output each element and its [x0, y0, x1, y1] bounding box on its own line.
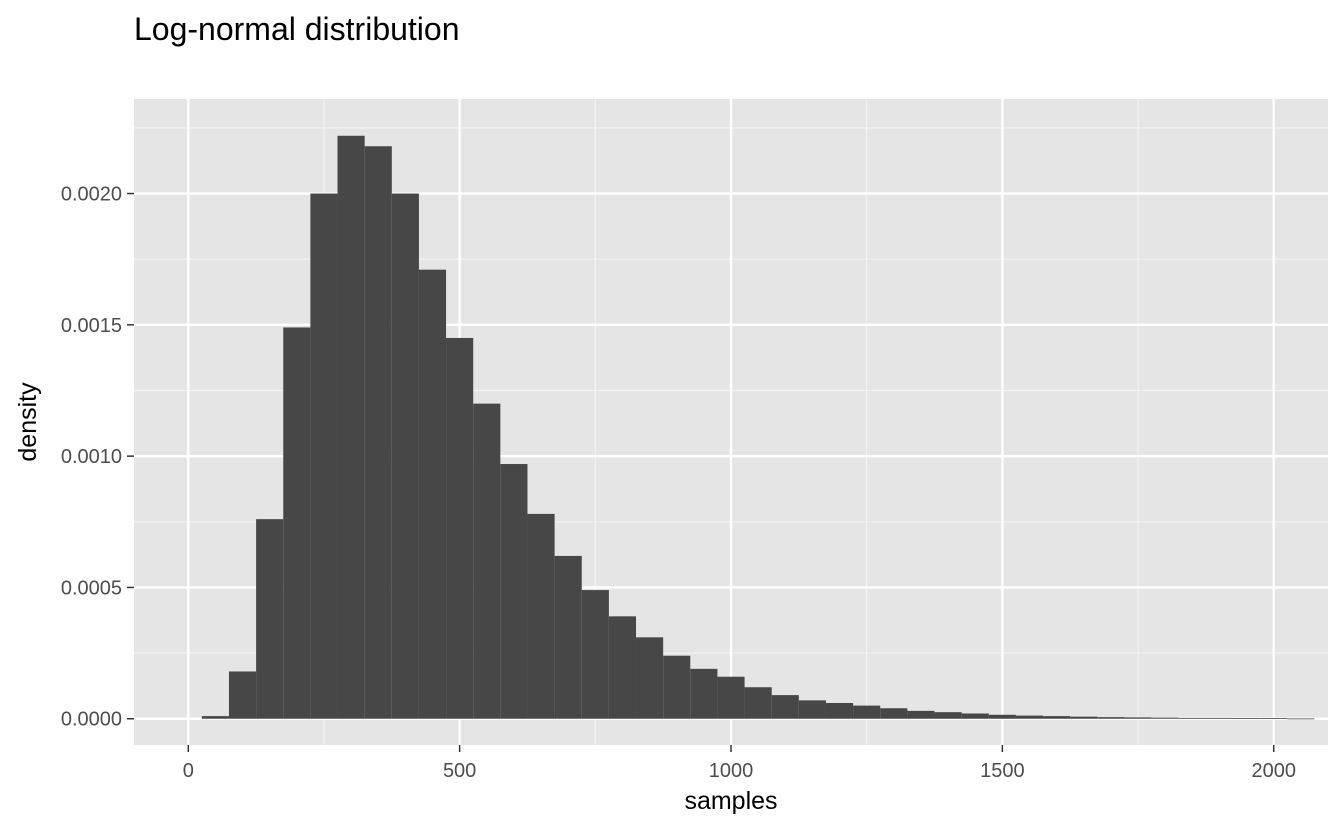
y-tick-label: 0.0010	[61, 446, 122, 468]
histogram-bar	[473, 403, 501, 719]
histogram-bar	[961, 713, 989, 719]
histogram-bar	[690, 668, 718, 719]
histogram-bar	[1124, 717, 1152, 719]
chart-title: Log-normal distribution	[134, 11, 460, 47]
histogram-bar	[391, 193, 419, 719]
histogram-bar	[1043, 716, 1071, 719]
histogram-bar	[201, 716, 229, 719]
histogram-bar	[636, 637, 664, 719]
histogram-bar	[608, 616, 637, 719]
histogram-bar	[1178, 717, 1206, 719]
x-tick-label: 500	[443, 760, 476, 782]
x-axis-title: samples	[684, 787, 777, 815]
histogram-bar	[228, 671, 257, 719]
x-tick-label: 1500	[980, 760, 1025, 782]
histogram-bar	[717, 676, 745, 719]
y-axis-title: density	[14, 382, 42, 462]
histogram-bar	[934, 712, 962, 719]
y-tick-label: 0.0000	[61, 709, 122, 731]
histogram-bar	[581, 590, 609, 719]
histogram-bar	[663, 655, 691, 719]
y-tick-label: 0.0015	[61, 315, 122, 337]
x-axis: 0 500 1000 1500 2000	[183, 745, 1296, 782]
histogram-bar	[907, 710, 935, 719]
histogram-bar	[283, 327, 311, 719]
histogram-bar	[825, 702, 854, 719]
x-tick-label: 0	[183, 760, 194, 782]
histogram-bar	[853, 705, 881, 719]
x-tick-label: 1000	[709, 760, 754, 782]
histogram-bar	[1015, 715, 1044, 719]
y-tick-label: 0.0020	[61, 184, 122, 206]
histogram-bar	[527, 513, 555, 719]
histogram-bar	[364, 146, 392, 719]
x-tick-label: 2000	[1251, 760, 1296, 782]
histogram-bar	[771, 695, 799, 719]
histogram-bar	[500, 464, 528, 719]
histogram-bar	[1205, 717, 1234, 719]
histogram-bar	[554, 555, 582, 719]
histogram-bar	[418, 269, 447, 719]
histogram-bar	[880, 708, 908, 719]
histogram-bar	[1287, 718, 1315, 720]
histogram-bar	[256, 519, 284, 719]
histogram-bar	[744, 687, 772, 719]
histogram-bar	[1233, 718, 1261, 720]
histogram-bar	[337, 135, 365, 719]
histogram-bar	[1070, 716, 1098, 719]
histogram-bar	[446, 337, 474, 719]
histogram-bar	[1151, 717, 1179, 719]
histogram-bar	[1260, 718, 1288, 720]
histogram-bar	[310, 193, 338, 719]
histogram-bars	[201, 135, 1315, 720]
histogram-bar	[798, 700, 826, 719]
histogram-bar	[988, 714, 1016, 719]
histogram-bar	[1097, 717, 1125, 719]
y-tick-label: 0.0005	[61, 577, 122, 599]
y-axis: 0.0000 0.0005 0.0010 0.0015 0.0020	[61, 184, 134, 731]
